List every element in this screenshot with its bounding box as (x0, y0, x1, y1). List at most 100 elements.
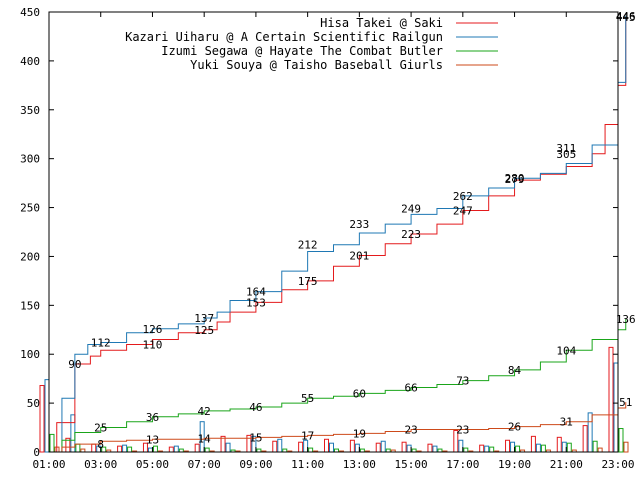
value-label: 446 (616, 10, 636, 23)
value-label: 73 (456, 375, 469, 388)
value-label: 25 (94, 422, 107, 435)
hourly-bar (298, 441, 304, 453)
y-tick-label: 400 (20, 55, 40, 68)
legend-label: Hisa Takei @ Saki (320, 16, 443, 30)
value-label: 26 (508, 421, 521, 434)
hourly-bar (623, 441, 629, 453)
value-label: 104 (556, 344, 576, 357)
hourly-bar (505, 439, 511, 453)
hourly-bar (515, 445, 521, 453)
value-label: 36 (146, 411, 159, 424)
hourly-bar (349, 439, 355, 453)
y-tick-label: 450 (20, 6, 40, 19)
value-label: 23 (456, 424, 469, 437)
hourly-bar (380, 440, 386, 453)
value-label: 66 (404, 381, 417, 394)
value-label: 23 (404, 424, 417, 437)
value-label: 55 (301, 392, 314, 405)
value-label: 233 (349, 218, 369, 231)
value-label: 13 (146, 433, 159, 446)
value-label: 15 (249, 431, 262, 444)
hourly-bar (406, 444, 412, 453)
hourly-bar (44, 379, 50, 453)
series-line (49, 402, 627, 453)
value-label: 247 (453, 204, 473, 217)
hourly-bar (49, 433, 55, 453)
value-label: 90 (68, 358, 81, 371)
x-tick-label: 11:00 (291, 458, 324, 471)
hourly-bar (194, 443, 200, 453)
y-tick-label: 300 (20, 153, 40, 166)
hourly-bar (592, 440, 598, 453)
hourly-bar (582, 425, 588, 453)
value-label: 110 (143, 338, 163, 351)
value-label: 136 (616, 313, 636, 326)
hourly-bar (375, 442, 381, 453)
value-label: 280 (505, 172, 525, 185)
hourly-bar (354, 443, 360, 453)
value-label: 31 (560, 416, 573, 429)
x-axis: 01:00 03:00 05:00 07:00 09:00 11:00 13:00 15:00… (32, 12, 635, 471)
hourly-bar (277, 438, 283, 453)
hourly-bar (70, 414, 76, 453)
y-tick-label: 150 (20, 299, 40, 312)
hourly-bar (204, 447, 210, 453)
x-tick-label: 17:00 (446, 458, 479, 471)
hourly-bar (597, 447, 603, 453)
value-label: 175 (298, 275, 318, 288)
value-label: 249 (401, 203, 421, 216)
hourly-bar (613, 362, 619, 453)
value-label: 126 (143, 323, 163, 336)
x-tick-label: 21:00 (550, 458, 583, 471)
y-tick-label: 50 (27, 397, 40, 410)
hourly-bar (530, 435, 536, 453)
value-label: 262 (453, 190, 473, 203)
hourly-bar (556, 436, 562, 453)
value-label: 137 (194, 312, 214, 325)
hourly-bar (168, 446, 174, 453)
hourly-bar (561, 441, 567, 453)
value-label: 84 (508, 364, 522, 377)
value-label: 223 (401, 228, 421, 241)
cumulative-lines (49, 15, 627, 453)
value-labels: 90 110 125 153 175 201 223 247 279 305 445 112 126 13… (68, 10, 635, 451)
series-line (49, 319, 627, 453)
value-label: 279 (505, 173, 525, 186)
plot-frame (48, 11, 619, 453)
value-label: 8 (97, 438, 104, 451)
y-tick-label: 0 (33, 446, 40, 459)
hourly-bar (427, 443, 433, 453)
hourly-bar (147, 447, 153, 453)
series-line (49, 15, 627, 453)
series-line (49, 16, 627, 453)
hourly-bars (39, 346, 629, 453)
value-label: 311 (556, 142, 576, 155)
value-label: 201 (349, 249, 369, 262)
hourly-bar (463, 447, 469, 453)
x-tick-label: 05:00 (136, 458, 169, 471)
value-label: 17 (301, 429, 314, 442)
value-label: 125 (194, 324, 214, 337)
hourly-bar (618, 428, 624, 453)
hourly-bar (117, 445, 123, 453)
y-tick-label: 200 (20, 250, 40, 263)
hourly-bar (39, 385, 45, 453)
hourly-bar (535, 443, 541, 453)
y-tick-label: 100 (20, 348, 40, 361)
hourly-bar (458, 439, 464, 453)
value-label: 153 (246, 296, 266, 309)
x-tick-label: 09:00 (239, 458, 272, 471)
x-tick-label: 15:00 (395, 458, 428, 471)
legend-label: Kazari Uiharu @ A Certain Scientific Rai… (125, 30, 443, 44)
hourly-bar (587, 412, 593, 453)
x-tick-label: 13:00 (343, 458, 376, 471)
value-label: 19 (353, 427, 366, 440)
hourly-bar (484, 445, 490, 453)
legend-label: Yuki Souya @ Taisho Baseball Giurls (190, 58, 443, 72)
hourly-bar (122, 444, 128, 453)
y-tick-label: 350 (20, 104, 40, 117)
hourly-bar (272, 440, 278, 453)
hourly-bar (308, 447, 314, 453)
value-label: 164 (246, 286, 266, 299)
